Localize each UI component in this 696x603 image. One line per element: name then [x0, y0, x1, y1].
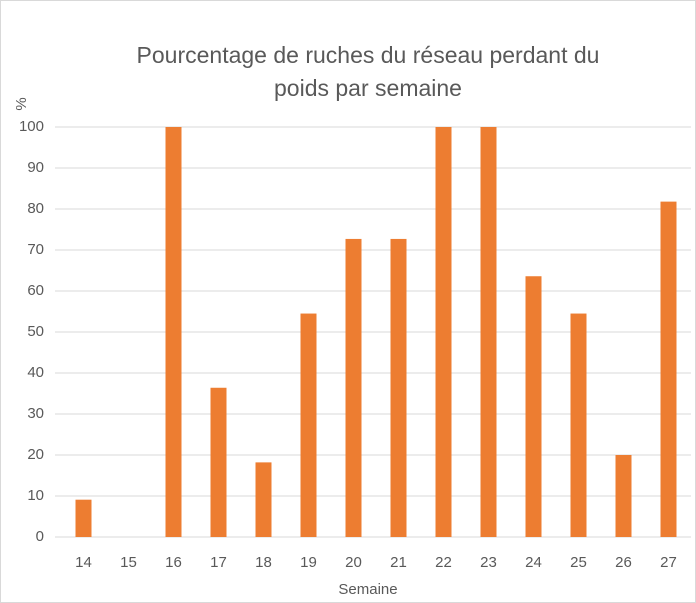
bar — [660, 201, 677, 537]
x-tick-label: 23 — [480, 554, 497, 571]
x-tick-label: 16 — [165, 554, 182, 571]
bar — [210, 387, 227, 537]
x-tick-label: 19 — [300, 554, 317, 571]
x-axis-label: Semaine — [338, 581, 397, 598]
bar — [570, 313, 587, 537]
bar — [525, 276, 542, 537]
y-tick-label: 10 — [27, 487, 44, 504]
x-tick-label: 22 — [435, 554, 452, 571]
bar — [480, 127, 497, 537]
x-tick-label: 21 — [390, 554, 407, 571]
x-tick-label: 27 — [660, 554, 677, 571]
x-tick-label: 24 — [525, 554, 542, 571]
bar — [345, 238, 362, 537]
y-tick-label: 70 — [27, 241, 44, 258]
y-tick-label: 90 — [27, 159, 44, 176]
bar — [615, 455, 632, 537]
bar — [435, 127, 452, 537]
y-tick-label: 40 — [27, 364, 44, 381]
y-tick-label: 60 — [27, 282, 44, 299]
y-axis-label: % — [13, 97, 30, 110]
bar — [165, 127, 182, 537]
bar — [300, 313, 317, 537]
y-tick-label: 80 — [27, 200, 44, 217]
y-tick-label: 50 — [27, 323, 44, 340]
y-tick-label: 100 — [19, 118, 44, 135]
chart-title: Pourcentage de ruches du réseau perdant … — [137, 42, 600, 68]
x-tick-label: 25 — [570, 554, 587, 571]
x-tick-label: 15 — [120, 554, 137, 571]
y-tick-label: 0 — [36, 528, 44, 545]
bar — [390, 238, 407, 537]
y-tick-label: 30 — [27, 405, 44, 422]
y-tick-label: 20 — [27, 446, 44, 463]
x-tick-label: 17 — [210, 554, 227, 571]
chart-title: poids par semaine — [274, 75, 462, 101]
x-tick-label: 26 — [615, 554, 632, 571]
bar — [75, 499, 92, 537]
x-tick-label: 20 — [345, 554, 362, 571]
x-tick-label: 18 — [255, 554, 272, 571]
bar — [255, 462, 272, 537]
x-tick-label: 14 — [75, 554, 92, 571]
